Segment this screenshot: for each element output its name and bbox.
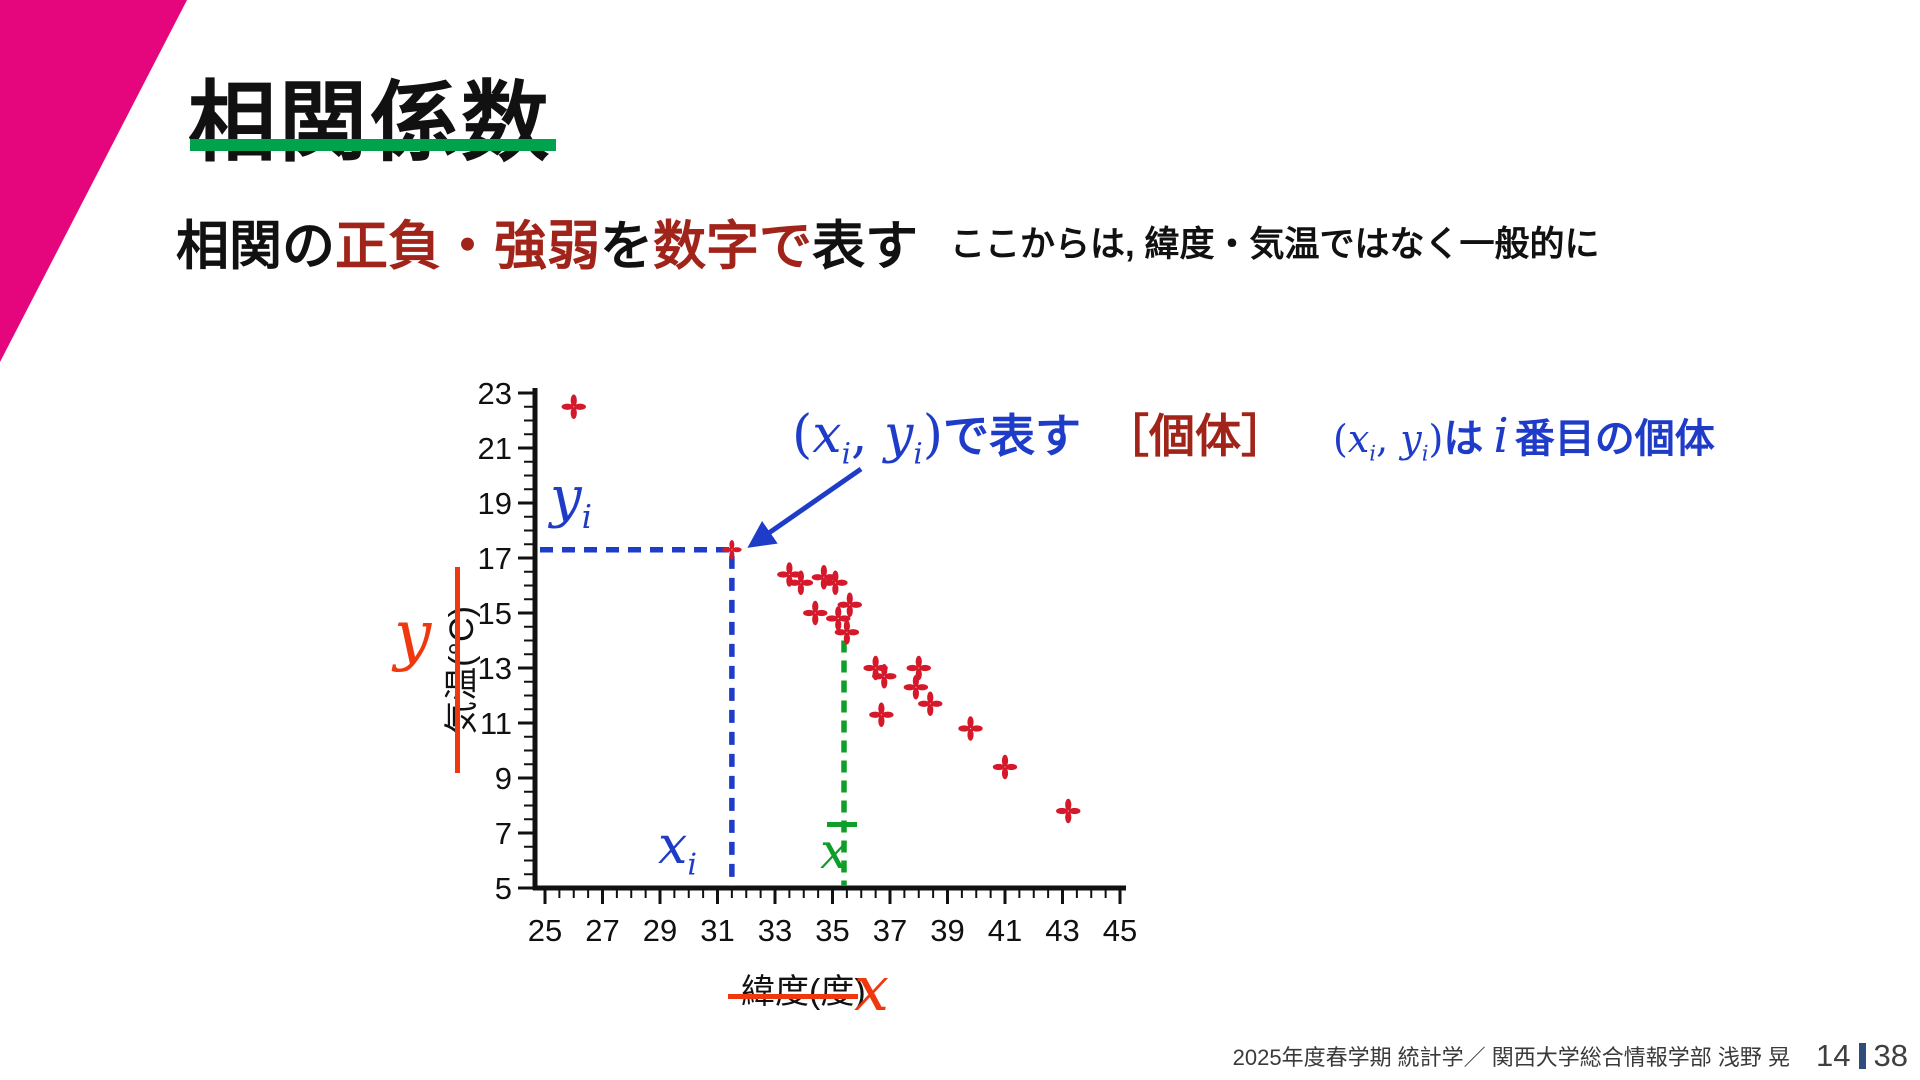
x-tick-label: 29	[643, 913, 677, 948]
title-underline	[190, 139, 556, 151]
y-axis-label-strike	[455, 567, 460, 773]
y-tick-label: 9	[495, 761, 512, 796]
y-variable-label: y	[394, 596, 432, 673]
x-tick-label: 41	[988, 913, 1022, 948]
x-tick-label: 25	[528, 913, 562, 948]
subtitle-segment-highlight: 正負・強弱	[335, 217, 600, 276]
x-tick-label: 27	[585, 913, 619, 948]
y-tick-label: 11	[480, 706, 512, 741]
page-divider-bar	[1858, 1043, 1866, 1069]
yi-point-label: yi	[550, 465, 593, 537]
y-tick-label: 17	[478, 541, 512, 576]
footer: 2025年度春学期 統計学／ 関西大学総合情報学部 浅野 晃 14 38	[1233, 1038, 1908, 1074]
data-point	[958, 716, 983, 741]
data-point	[803, 600, 828, 626]
data-point	[834, 620, 860, 645]
subtitle-segment: 相関の	[176, 217, 335, 276]
callout-text: 番目の個体	[1514, 417, 1715, 461]
x-axis-label: 緯度(度)	[741, 973, 866, 1011]
y-tick-label: 13	[478, 651, 512, 686]
side-note: ここからは, 緯度・気温ではなく一般的に	[950, 225, 1600, 264]
data-point	[906, 655, 931, 681]
data-point	[837, 592, 862, 617]
subtitle-segment: を	[600, 217, 653, 276]
x-tick-label: 35	[815, 913, 849, 948]
footer-course-info: 2025年度春学期 統計学／ 関西大学総合情報学部 浅野 晃	[1232, 1045, 1791, 1070]
highlight-guide-lines	[540, 547, 735, 886]
page-title: 相関係数	[188, 72, 553, 172]
individual-label: ［個体］	[1103, 410, 1287, 462]
callout-text: は	[1443, 417, 1484, 461]
x-mean-label: x	[820, 822, 857, 876]
x-tick-label: 39	[930, 913, 964, 948]
y-tick-label: 23	[478, 376, 512, 411]
x-tick-label: 33	[758, 913, 792, 948]
subtitle: 相関の正負・強弱を数字で表す	[176, 204, 918, 280]
y-tick-label: 21	[478, 431, 512, 466]
point-expression: (xi, yi)	[792, 405, 943, 471]
x-tick-label: 37	[873, 913, 907, 948]
x-tick-label: 31	[700, 913, 734, 948]
y-tick-label: 19	[478, 486, 512, 521]
subtitle-segment: 表す	[812, 217, 918, 276]
x-tick-label: 45	[1103, 913, 1137, 948]
x-tick-label: 43	[1045, 913, 1079, 948]
subtitle-segment-highlight: 数字で	[653, 217, 812, 276]
overline-bar	[827, 822, 857, 827]
data-point	[561, 394, 586, 419]
x-variable-label: x	[854, 952, 889, 1025]
point-callout: (xi, yi) で表す ［個体］ (xi, yi) は i 番目の個体	[792, 400, 1715, 470]
page-number: 14	[1816, 1038, 1851, 1073]
xi-point-label: xi	[658, 816, 697, 883]
x-axis-label-strike	[728, 994, 858, 999]
y-tick-label: 15	[478, 596, 512, 631]
data-point	[992, 754, 1018, 780]
data-point	[869, 702, 894, 727]
highlighted-data-point	[722, 539, 742, 560]
page-indicator: 14 38	[1816, 1038, 1908, 1074]
data-point	[826, 606, 851, 631]
data-point	[1056, 798, 1081, 824]
data-point	[788, 570, 814, 595]
data-point	[918, 691, 943, 716]
callout-text: で表す	[943, 410, 1081, 462]
data-point	[903, 675, 929, 700]
data-point	[823, 570, 848, 595]
axes	[532, 388, 1126, 891]
data-point	[872, 664, 897, 689]
callout-arrow	[747, 466, 863, 548]
y-tick-label: 5	[495, 871, 512, 906]
i-variable: i	[1493, 408, 1509, 464]
y-tick-label: 7	[495, 816, 512, 851]
page-total: 38	[1873, 1038, 1908, 1073]
point-expression-small: (xi, yi)	[1333, 417, 1444, 467]
